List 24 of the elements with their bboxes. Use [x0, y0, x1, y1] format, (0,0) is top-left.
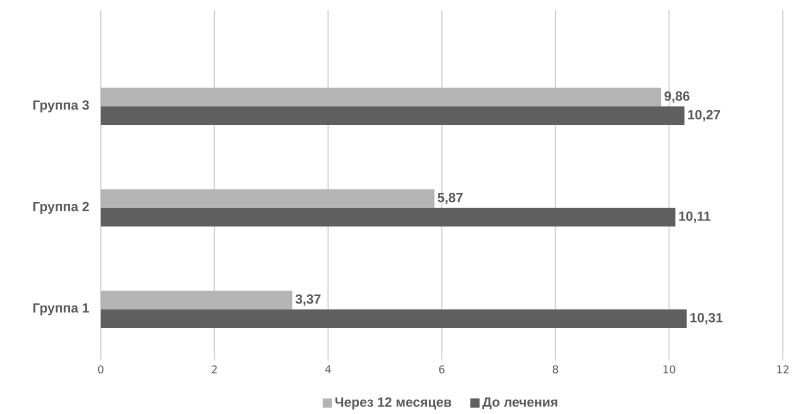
data-label: 5,87 [438, 192, 463, 204]
legend-label: До лечения [482, 397, 558, 410]
data-label: 3,37 [296, 294, 320, 306]
bar [100, 189, 434, 208]
bar [100, 309, 687, 328]
x-tick-label: 12 [777, 365, 788, 374]
x-tick-label: 8 [552, 365, 558, 374]
y-tick-label: Группа 3 [33, 100, 89, 112]
bar [100, 208, 676, 226]
bar [100, 106, 684, 125]
x-tick-label: 10 [664, 365, 676, 374]
x-tick-label: 6 [439, 365, 444, 374]
x-tick-label: 0 [98, 365, 104, 374]
x-tick-label: 2 [212, 365, 217, 374]
y-tick-label: Группа 2 [33, 202, 89, 214]
data-label: 9,86 [664, 91, 690, 103]
bar [100, 290, 292, 310]
y-tick-label: Группа 1 [33, 303, 90, 316]
data-label: 10,27 [688, 110, 720, 122]
x-tick-label: 4 [325, 365, 331, 374]
data-label: 10,11 [679, 211, 710, 223]
legend-label: Через 12 месяцев [335, 397, 452, 410]
bar [100, 88, 662, 106]
data-label: 10,31 [690, 312, 723, 324]
